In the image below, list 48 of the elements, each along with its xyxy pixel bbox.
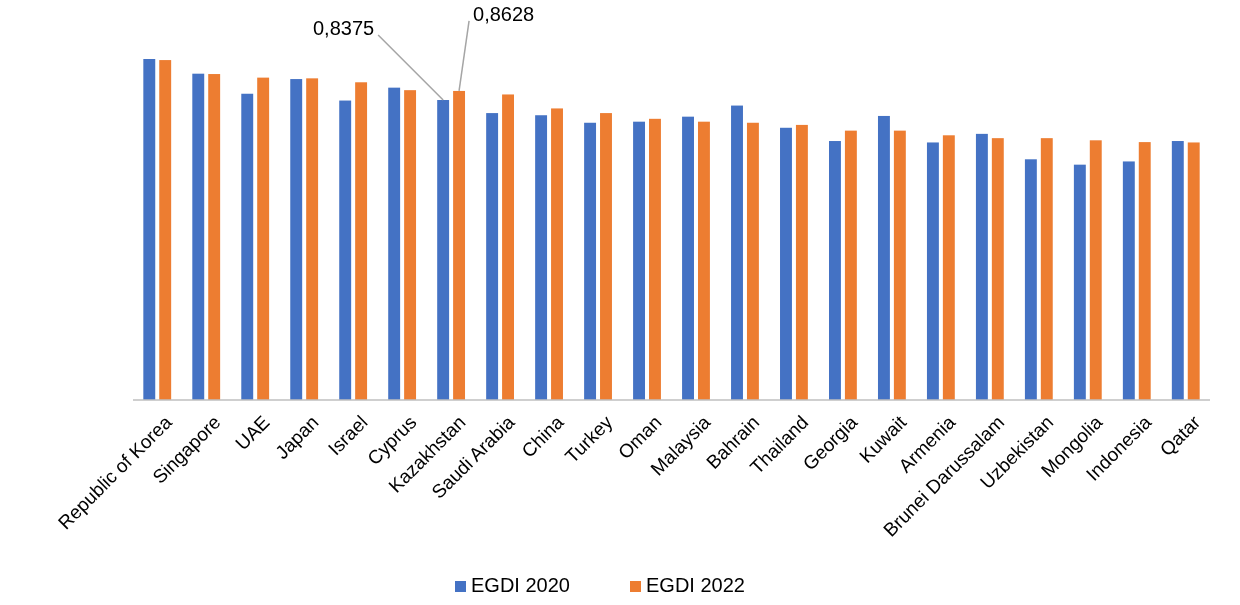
bar	[437, 100, 450, 400]
bar	[649, 118, 661, 400]
bar	[893, 130, 906, 400]
bar	[355, 82, 368, 400]
bar	[600, 113, 612, 400]
bar	[991, 138, 1004, 400]
bar	[731, 105, 743, 400]
bar	[388, 87, 401, 400]
bar	[143, 59, 156, 400]
legend-label: EGDI 2020	[471, 574, 570, 596]
bar	[1171, 141, 1184, 400]
bar	[502, 94, 514, 400]
bar	[306, 78, 319, 400]
bar	[697, 121, 710, 400]
bar	[159, 60, 172, 400]
bar	[1024, 159, 1037, 400]
bar	[339, 100, 352, 400]
bar	[404, 90, 417, 400]
bar	[208, 74, 221, 400]
bar	[682, 116, 694, 400]
legend-label: EGDI 2022	[646, 574, 745, 596]
bar	[1138, 142, 1151, 400]
bar	[257, 77, 270, 400]
bar	[1089, 140, 1102, 400]
bar	[1040, 138, 1053, 400]
bar	[926, 142, 939, 400]
bar	[633, 121, 646, 400]
bar	[192, 73, 205, 400]
bar	[290, 79, 303, 400]
bar	[877, 115, 890, 400]
bar	[1187, 142, 1200, 400]
bar	[535, 115, 548, 400]
bar	[829, 141, 841, 400]
bar	[975, 133, 988, 400]
bar	[780, 127, 792, 400]
bar	[844, 130, 857, 400]
bar	[746, 122, 759, 400]
bar	[453, 90, 466, 400]
data-label: 0,8628	[473, 2, 535, 25]
bar	[584, 122, 597, 400]
bar	[241, 93, 254, 400]
bar	[551, 108, 563, 400]
bar	[486, 113, 499, 400]
bar	[1122, 161, 1135, 400]
data-label: 0,8375	[312, 17, 375, 40]
bar	[795, 124, 808, 400]
bar	[942, 135, 955, 400]
bar	[1073, 164, 1086, 400]
